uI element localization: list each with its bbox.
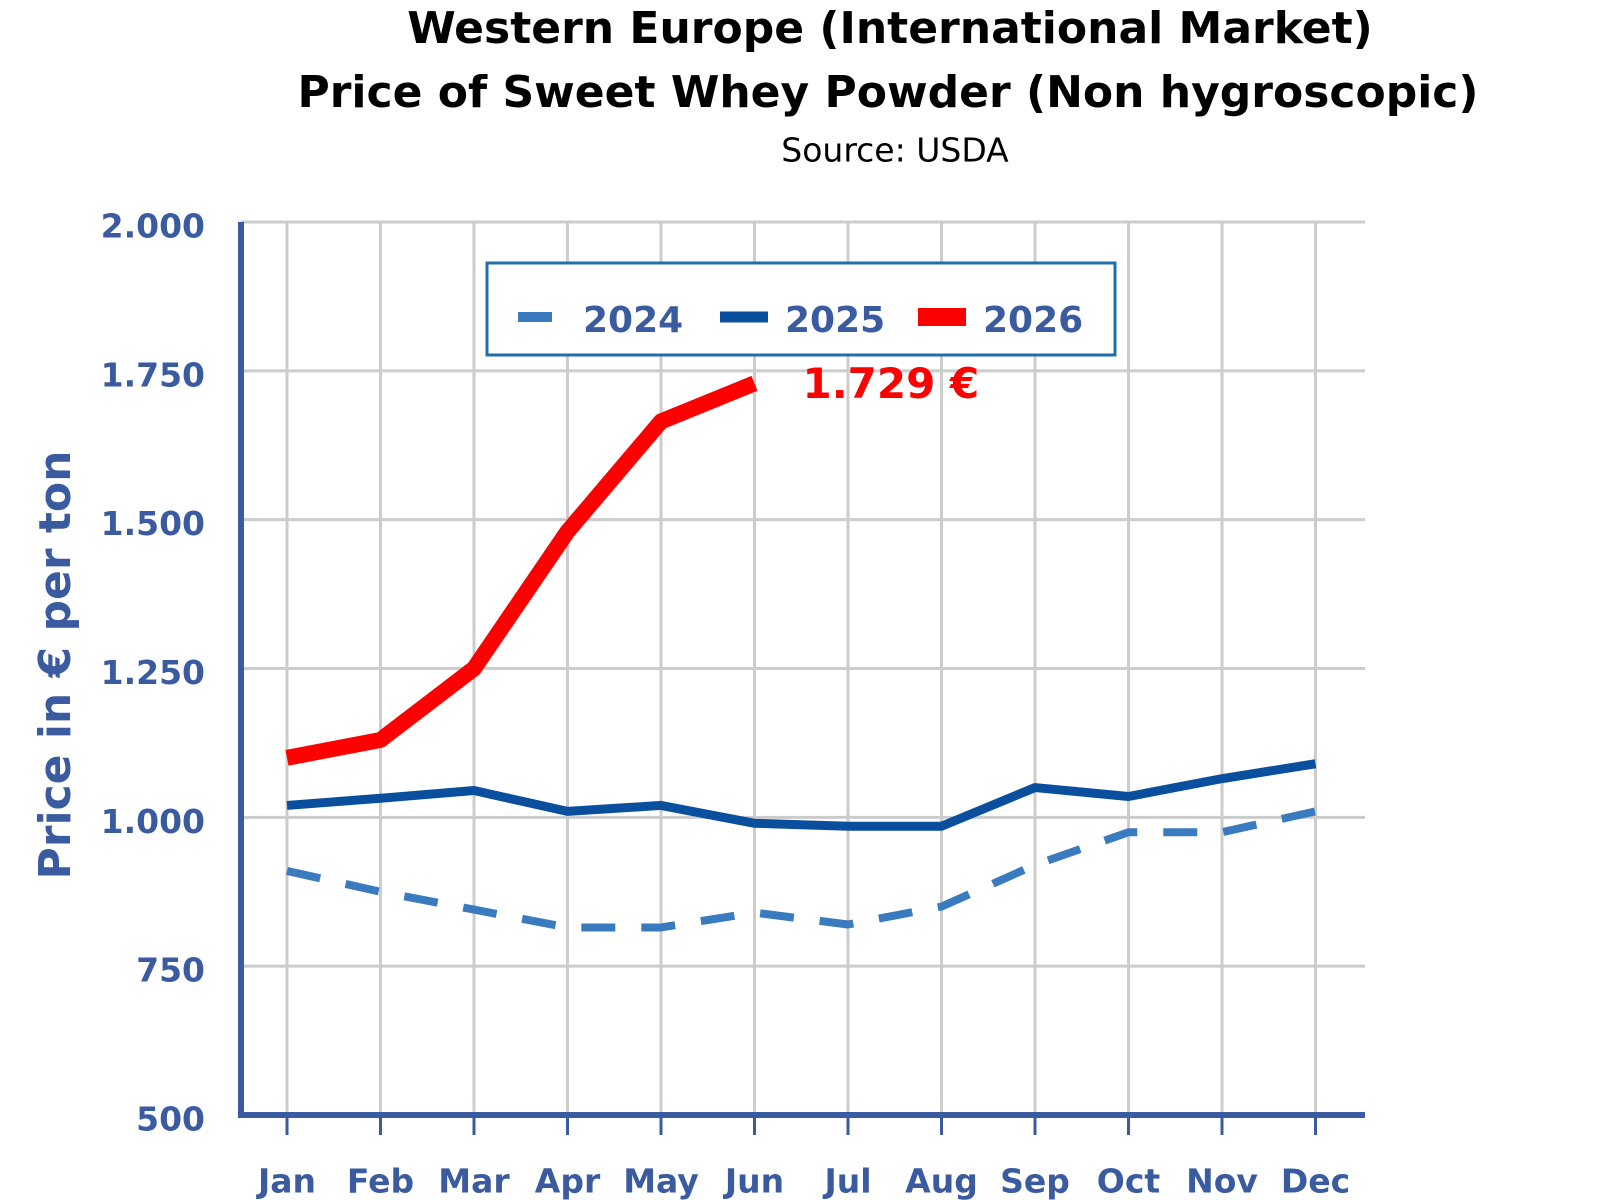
- x-tick-label: May: [623, 1162, 699, 1200]
- x-tick-label: Apr: [535, 1162, 601, 1200]
- y-axis-label: Price in € per ton: [30, 451, 81, 880]
- y-tick-label: 1.500: [101, 504, 205, 543]
- y-tick-label: 1.750: [101, 355, 205, 394]
- x-tick-label: Jan: [256, 1162, 316, 1200]
- source: Source: USDA: [781, 131, 1009, 170]
- x-tick-label: Nov: [1186, 1162, 1258, 1200]
- x-tick-label: Mar: [438, 1162, 510, 1200]
- line-series: [286, 759, 1317, 831]
- x-tick-label: Jul: [822, 1162, 871, 1200]
- legend-label: 2025: [785, 300, 885, 341]
- line-series: [285, 375, 758, 766]
- x-tick-label: Dec: [1281, 1162, 1350, 1200]
- legend-label: 2026: [983, 300, 1083, 341]
- y-tick-label: 500: [136, 1100, 205, 1139]
- chart-title: Western Europe (International Market): [407, 3, 1373, 54]
- chart-subtitle: Price of Sweet Whey Powder (Non hygrosco…: [297, 67, 1478, 118]
- x-tick-label: Aug: [905, 1162, 978, 1200]
- x-tick-label: Jun: [723, 1162, 784, 1200]
- y-tick-label: 750: [136, 951, 205, 990]
- x-tick-label: Feb: [347, 1162, 414, 1200]
- value-label: 1.729 €: [803, 359, 980, 408]
- y-tick-label: 1.000: [101, 802, 205, 841]
- y-tick-label: 2.000: [101, 207, 205, 246]
- legend-label: 2024: [583, 300, 683, 341]
- x-tick-label: Oct: [1097, 1162, 1161, 1200]
- legend-box: [485, 261, 1117, 357]
- y-tick-label: 1.250: [101, 653, 205, 692]
- x-tick-label: Sep: [1000, 1162, 1070, 1200]
